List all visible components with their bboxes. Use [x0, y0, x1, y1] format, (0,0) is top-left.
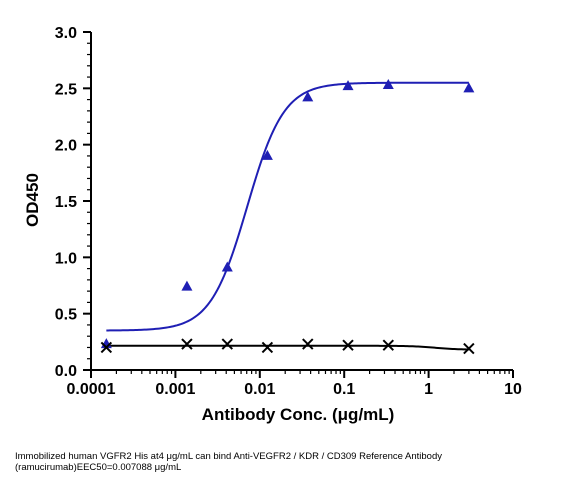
y-tick-label: 2.0 — [55, 138, 77, 155]
data-points — [100, 78, 475, 355]
x-marker-stroke — [302, 338, 314, 350]
triangle-marker — [181, 280, 193, 291]
figure-caption: Immobilized human VGFR2 His at4 μg/mL ca… — [15, 451, 443, 473]
fit-curves — [106, 81, 469, 351]
triangle-marker — [221, 261, 233, 272]
y-axis-title: OD450 — [23, 173, 42, 227]
y-tick-label: 1.5 — [55, 194, 77, 211]
x-tick-label: 0.0001 — [67, 381, 116, 398]
x-marker-stroke — [181, 338, 193, 350]
triangle-marker — [382, 78, 394, 89]
x-tick-label: 0.1 — [333, 381, 355, 398]
triangle-marker — [261, 149, 273, 160]
x-marker — [302, 338, 314, 350]
axes: 0.0 0.5 1.0 1.5 2.0 2.5 3.0 0.0001 0.001 0.01 0.1 1… — [55, 25, 522, 398]
triangle-marker — [463, 82, 475, 93]
x-marker-stroke — [382, 339, 395, 351]
x-marker — [181, 338, 193, 350]
x-marker — [100, 341, 113, 354]
x-marker — [221, 338, 234, 350]
fit-curve-series-1 — [106, 81, 469, 332]
x-tick-label: 1 — [424, 381, 433, 398]
x-marker-stroke — [342, 339, 354, 351]
x-axis-title: Antibody Conc. (μg/mL) — [202, 405, 395, 424]
y-tick-label: 2.5 — [55, 81, 77, 98]
x-marker-stroke — [463, 342, 475, 355]
x-tick-label: 10 — [504, 381, 522, 398]
x-tick-label: 0.01 — [244, 381, 275, 398]
fit-curve-series-2 — [106, 344, 469, 351]
y-tick-label: 1.0 — [55, 250, 77, 267]
x-marker — [382, 339, 395, 351]
y-tick-label: 3.0 — [55, 25, 77, 42]
x-marker — [342, 339, 354, 351]
y-tick-label: 0.5 — [55, 307, 77, 324]
x-marker — [463, 342, 475, 355]
y-tick-label: 0.0 — [55, 363, 77, 380]
x-marker-stroke — [261, 341, 274, 354]
chart: 0.0 0.5 1.0 1.5 2.0 2.5 3.0 0.0001 0.001 0.01 0.1 1… — [23, 25, 522, 424]
x-marker-stroke — [221, 338, 234, 350]
triangle-marker — [302, 91, 314, 102]
x-marker — [261, 341, 274, 354]
x-tick-label: 0.001 — [155, 381, 195, 398]
triangle-marker — [342, 80, 354, 91]
x-marker-stroke — [100, 341, 113, 354]
